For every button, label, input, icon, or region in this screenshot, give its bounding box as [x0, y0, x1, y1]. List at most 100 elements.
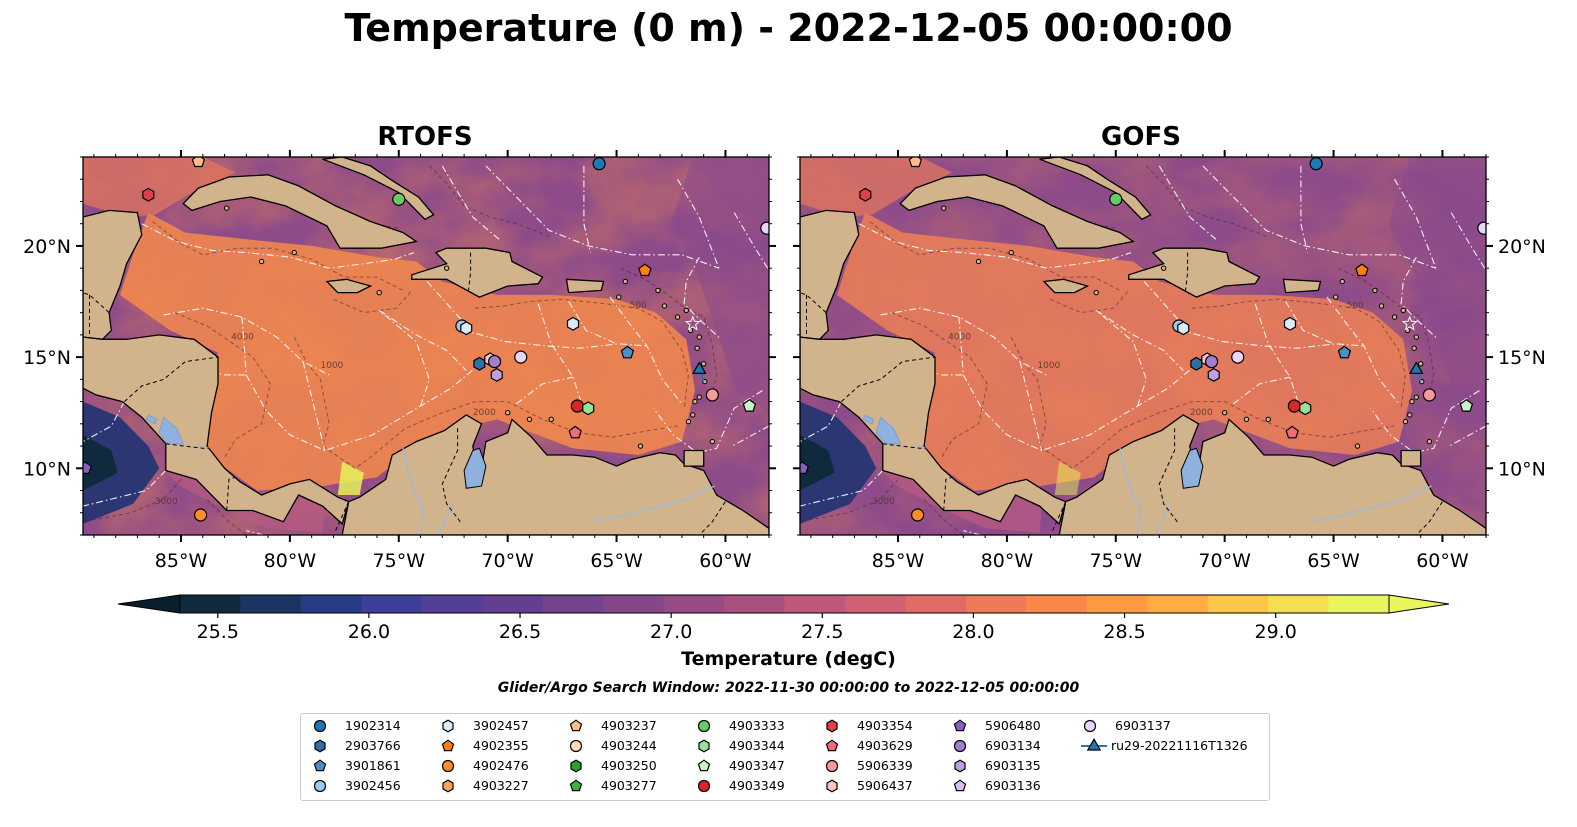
legend-marker-icon: [698, 739, 710, 753]
legend-marker-icon: [569, 739, 583, 753]
float-1902314: [1309, 157, 1323, 171]
map-panel-gofs: 1000 2000 500 4000 3000 85°W 80°W 75°W 70°W 65°W 6…: [793, 150, 1546, 572]
colorbar-tick-label: 28.0: [952, 621, 994, 643]
legend-marker: [953, 719, 967, 732]
land-masses: [800, 157, 1486, 535]
legend-label: 1902314: [345, 718, 401, 733]
land-bahamas: [1039, 157, 1152, 221]
float-3902457: [566, 316, 580, 331]
land-trinidad: [683, 449, 705, 467]
float-6903134: [488, 354, 502, 369]
lon-tick-label: 70°W: [1198, 550, 1251, 572]
legend-marker-icon: [313, 759, 327, 772]
float-ru29-20221116T1326: [692, 361, 707, 374]
land-jamaica: [1042, 278, 1090, 294]
legend-marker: [697, 759, 711, 772]
legend-label: 5906480: [985, 718, 1041, 733]
legend-marker-icon: [1081, 738, 1107, 751]
float-6903137: [1477, 221, 1486, 235]
float-3901861: [1337, 345, 1352, 359]
legend-marker-icon: [313, 779, 327, 793]
float-3902457: [1283, 316, 1297, 331]
land-trinidad: [1400, 449, 1422, 467]
float-6903137: [760, 221, 769, 235]
colorbar: 25.5 26.0 26.5 27.0 27.5 28.0 28.5 29.0: [117, 594, 1450, 643]
legend-label: 4903354: [857, 718, 913, 733]
legend-marker: [953, 779, 967, 792]
colorbar-tick-label: 26.0: [348, 621, 390, 643]
float-4903629: [1285, 425, 1299, 439]
legend-marker: [698, 739, 710, 753]
contour-label: 3000: [155, 497, 178, 507]
legend-marker-icon: [569, 719, 583, 732]
land-bahamas: [322, 157, 435, 221]
legend-marker: [314, 739, 326, 753]
land-central: [83, 334, 350, 526]
lon-tick-label: 75°W: [373, 550, 426, 572]
legend-marker: [313, 719, 327, 733]
legend-marker-icon: [569, 779, 583, 792]
colorbar-segment: [300, 595, 362, 613]
pacific-cold-pool: [800, 401, 877, 524]
colorbar-segment: [844, 595, 906, 613]
legend-marker-icon: [313, 719, 327, 733]
legend-label: ru29-20221116T1326: [1111, 738, 1248, 753]
colorbar-segment: [965, 595, 1027, 613]
legend-label: 4903237: [601, 718, 657, 733]
lake-managua: [145, 414, 158, 425]
float-4903347: [742, 398, 757, 412]
lon-tick-label: 65°W: [1307, 550, 1360, 572]
legend-label: 4903250: [601, 758, 657, 773]
legend-marker: [697, 719, 711, 733]
land-central: [800, 334, 1067, 526]
land-hispaniola: [1128, 247, 1261, 298]
colorbar-tick-label: 28.5: [1103, 621, 1145, 643]
lat-tick-label: 15°N: [23, 347, 71, 369]
colorbar-segment: [1207, 595, 1269, 613]
legend-marker-icon: [954, 759, 966, 773]
legend-marker-icon: [314, 739, 326, 753]
land-puertorico: [565, 278, 605, 294]
float-4903354: [142, 187, 155, 202]
legend-label: 6903135: [985, 758, 1041, 773]
float-6903134: [1204, 354, 1219, 369]
float-5906339: [1422, 388, 1436, 402]
legend-marker: [569, 739, 583, 753]
legend-marker: [570, 759, 582, 773]
colorbar-segment: [421, 595, 483, 613]
float-5906480: [83, 461, 92, 474]
colorbar-segment: [603, 595, 665, 613]
legend-marker: [569, 779, 583, 792]
float-3902457: [460, 321, 473, 336]
legend-marker: [1083, 719, 1097, 733]
colorbar-segment: [784, 595, 846, 613]
legend-marker-icon: [441, 759, 455, 773]
lon-tick-label: 75°W: [1090, 550, 1143, 572]
float-4903333: [392, 192, 406, 206]
legend-marker: [826, 719, 838, 733]
legend-marker-icon: [1083, 719, 1097, 733]
colorbar-label: Temperature (degC): [681, 648, 896, 670]
legend-label: 6903134: [985, 738, 1041, 753]
legend-marker-icon: [953, 779, 967, 792]
colorbar-segment: [1328, 595, 1390, 613]
legend-label: 6903136: [985, 778, 1041, 793]
lon-tick-label: 85°W: [872, 550, 925, 572]
colorbar-tick-label: 25.5: [197, 621, 239, 643]
contour-label: 3000: [872, 497, 895, 507]
eez-boundaries: [83, 165, 769, 535]
legend-marker: [1086, 738, 1102, 751]
legend-marker: [825, 759, 839, 773]
contour-label: 1000: [1037, 361, 1060, 371]
float-4902476: [194, 508, 208, 522]
lon-tick-label: 60°W: [1416, 550, 1469, 572]
land-masses: [83, 157, 769, 535]
figure-title: Temperature (0 m) - 2022-12-05 00:00:00: [344, 6, 1233, 50]
panel-title-rtofs: RTOFS: [377, 122, 473, 152]
float-6903135: [490, 367, 503, 382]
panel-title-gofs: GOFS: [1101, 122, 1181, 152]
land-hispaniola: [411, 247, 544, 298]
lat-tick-label: 10°N: [1498, 458, 1546, 480]
legend-label: 4903347: [729, 758, 785, 773]
legend-label: 4903344: [729, 738, 785, 753]
